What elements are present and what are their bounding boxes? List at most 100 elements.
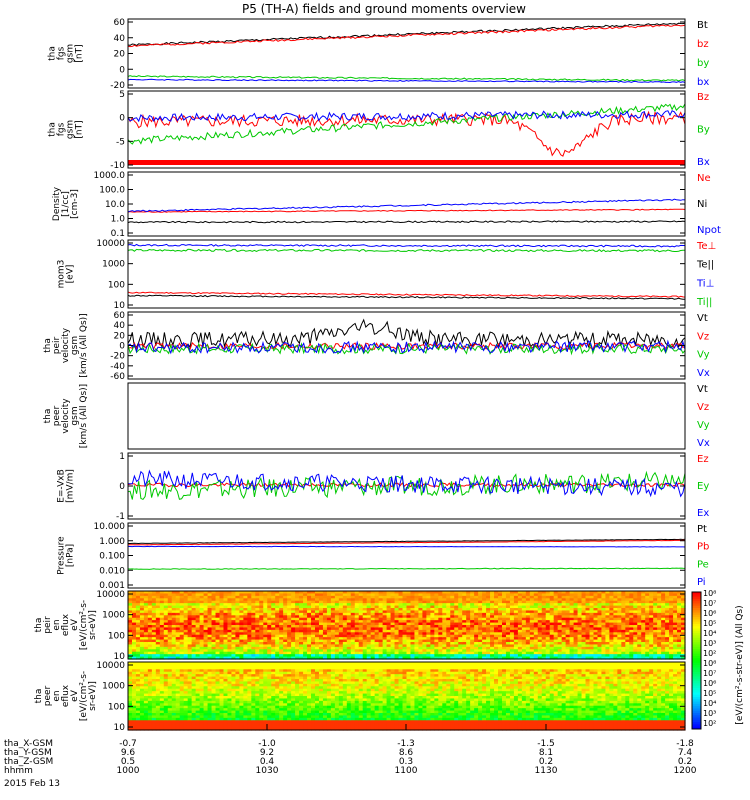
spectrogram-cell	[645, 629, 650, 633]
spectrogram-cell	[529, 620, 535, 624]
spectrogram-cell	[641, 625, 646, 629]
spectrogram-cell	[605, 612, 611, 616]
spectrogram-cell	[474, 642, 479, 646]
spectrogram-cell	[537, 620, 543, 624]
spectrogram-cell	[163, 708, 169, 712]
spectrogram-cell	[279, 608, 284, 612]
spectrogram-cell	[211, 627, 217, 631]
spectrogram-cell	[191, 693, 197, 697]
spectrogram-cell	[605, 625, 611, 629]
spectrogram-cell	[442, 620, 447, 624]
spectrogram-cell	[239, 688, 244, 692]
spectrogram-cell	[354, 605, 360, 609]
spectrogram-cell	[450, 620, 455, 624]
spectrogram-cell	[143, 610, 149, 614]
spectrogram-cell	[386, 605, 392, 609]
spectrogram-cell	[466, 625, 471, 629]
spectrogram-cell	[219, 725, 225, 729]
spectrogram-cell	[478, 646, 483, 650]
spectrogram-cell	[322, 644, 328, 648]
spectrogram-cell	[374, 629, 380, 633]
spectrogram-cell	[342, 629, 348, 633]
spectrogram-cell	[151, 696, 157, 700]
spectrogram-cell	[382, 634, 388, 638]
spectrogram-cell	[470, 644, 475, 648]
spectrogram-cell	[537, 593, 543, 597]
spectrogram-cell	[382, 615, 388, 619]
spectrogram-cell	[633, 627, 638, 631]
series-vy	[127, 342, 686, 356]
spectrogram-cell	[147, 620, 153, 624]
spectrogram-cell	[589, 629, 595, 633]
spectrogram-cell	[581, 620, 587, 624]
spectrogram-cell	[366, 649, 372, 653]
spectrogram-cell	[505, 595, 511, 599]
spectrogram-cell	[247, 620, 252, 624]
spectrogram-cell	[681, 603, 686, 607]
spectrogram-cell	[243, 671, 248, 675]
spectrogram-cell	[243, 639, 248, 643]
spectrogram-cell	[143, 725, 149, 729]
spectrogram-cell	[581, 612, 587, 616]
spectrogram-cell	[442, 615, 447, 619]
spectrogram-cell	[334, 644, 340, 648]
spectrogram-cell	[454, 646, 459, 650]
spectrogram-cell	[669, 634, 674, 638]
ylabel-line: Density	[52, 186, 62, 221]
spectrogram-cell	[322, 605, 328, 609]
spectrogram-cell	[525, 634, 531, 638]
spectrogram-cell	[128, 664, 133, 668]
spectrogram-cell	[211, 642, 217, 646]
spectrogram-cell	[673, 649, 678, 653]
spectrogram-cell	[219, 632, 225, 636]
spectrogram-cell	[143, 727, 149, 731]
spectrogram-cell	[199, 634, 205, 638]
spectrogram-cell	[414, 642, 420, 646]
spectrogram-cell	[617, 627, 622, 631]
spectrogram-cell	[346, 629, 352, 633]
spectrogram-cell	[311, 620, 316, 624]
spectrogram-cell	[155, 632, 161, 636]
spectrogram-cell	[227, 620, 233, 624]
spectrogram-cell	[525, 649, 531, 653]
spectrogram-cell	[609, 654, 614, 658]
series-by	[127, 75, 686, 82]
spectrogram-cell	[299, 600, 304, 604]
spectrogram-cell	[681, 615, 686, 619]
spectrogram-cell	[577, 642, 583, 646]
spectrogram-cell	[195, 696, 201, 700]
spectrogram-cell	[426, 644, 431, 648]
spectrogram-cell	[179, 669, 185, 673]
spectrogram-cell	[147, 705, 153, 709]
spectrogram-cell	[533, 608, 539, 612]
spectrogram-cell	[609, 644, 614, 648]
spectrogram-cell	[442, 627, 447, 631]
spectrogram-cell	[649, 634, 654, 638]
spectrogram-cell	[326, 620, 332, 624]
spectrogram-cell	[450, 600, 455, 604]
spectrogram-cell	[330, 615, 336, 619]
spectrogram-cell	[223, 651, 229, 655]
spectrogram-cell	[263, 642, 268, 646]
spectrogram-cell	[569, 591, 575, 595]
spectrogram-cell	[163, 700, 169, 704]
spectrogram-cell	[263, 610, 268, 614]
spectrogram-cell	[291, 642, 296, 646]
spectrogram-cell	[521, 620, 527, 624]
spectrogram-cell	[303, 591, 308, 595]
spectrogram-cell	[553, 629, 559, 633]
spectrogram-cell	[490, 627, 495, 631]
spectrogram-cell	[573, 644, 579, 648]
spectrogram-cell	[366, 637, 372, 641]
spectrogram-cell	[581, 600, 587, 604]
spectrogram-cell	[239, 629, 244, 633]
spectrogram-cell	[307, 603, 312, 607]
spectrogram-cell	[267, 656, 272, 660]
spectrogram-cell	[513, 637, 519, 641]
spectrogram-cell	[215, 608, 221, 612]
spectrogram-cell	[661, 634, 666, 638]
spectrogram-cell	[155, 669, 161, 673]
spectrogram-cell	[613, 605, 618, 609]
spectrogram-cell	[677, 591, 682, 595]
spectrogram-cell	[390, 598, 396, 602]
